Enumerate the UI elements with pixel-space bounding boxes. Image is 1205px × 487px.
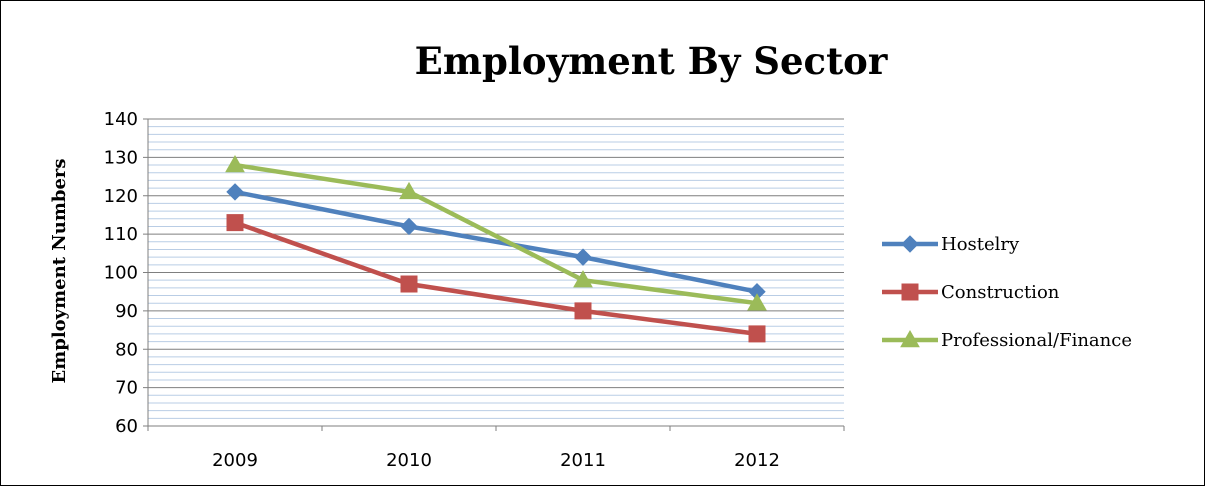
y-tick-label: 60 [115, 416, 138, 437]
legend-label-hostelry: Hostelry [941, 234, 1020, 255]
y-tick-label: 140 [104, 109, 138, 130]
y-tick-label: 130 [104, 147, 138, 168]
y-tick-label: 100 [104, 263, 138, 284]
legend-label-construction: Construction [941, 282, 1060, 303]
y-tick-label: 70 [115, 378, 138, 399]
data-point-professional-finance [573, 270, 593, 288]
legend-marker-professional-finance [900, 329, 920, 348]
data-point-construction [226, 214, 244, 232]
data-point-hostelry [400, 217, 418, 236]
data-point-hostelry [574, 248, 592, 266]
data-point-construction [748, 325, 766, 343]
data-point-construction [400, 275, 418, 293]
legend-marker-hostelry [901, 235, 919, 253]
y-tick-label: 120 [104, 186, 138, 207]
data-point-professional-finance [399, 181, 419, 200]
data-point-professional-finance [225, 155, 245, 173]
x-tick-label: 2009 [212, 450, 258, 471]
series-line-hostelry [234, 189, 758, 294]
legend-marker-construction [901, 283, 919, 301]
chart-title: Employment By Sector [414, 39, 888, 83]
data-point-professional-finance [747, 293, 767, 311]
y-tick-label: 110 [104, 224, 138, 245]
y-tick-label: 90 [115, 301, 138, 322]
data-point-construction [574, 302, 592, 320]
x-tick-label: 2012 [734, 450, 780, 471]
y-tick-label: 80 [115, 339, 138, 360]
x-tick-label: 2010 [386, 450, 432, 471]
x-tick-label: 2011 [560, 450, 606, 471]
data-point-hostelry [226, 183, 244, 201]
series-line-professional-finance [234, 162, 758, 306]
series-line-construction [234, 220, 758, 337]
legend-label-professional-finance: Professional/Finance [941, 330, 1132, 351]
